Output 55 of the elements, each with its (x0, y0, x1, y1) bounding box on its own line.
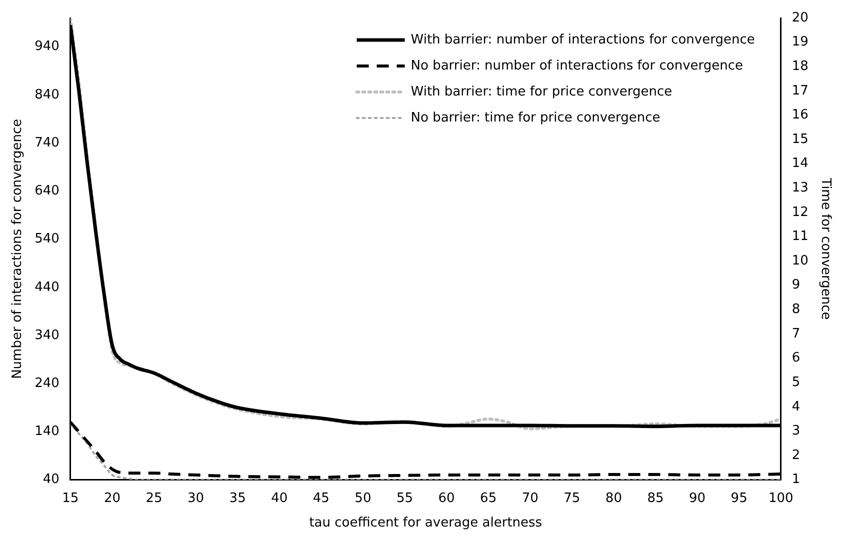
legend-label: No barrier: time for price convergence (410, 110, 660, 126)
legend-label: No barrier: number of interactions for convergence (410, 58, 744, 74)
y-tick-label: 440 (34, 280, 60, 295)
y-axis-title: Number of interactions for convergence (10, 118, 26, 379)
x-tick-label: 80 (605, 490, 622, 506)
x-tick-label: 70 (522, 490, 538, 506)
x-tick-label: 75 (564, 490, 580, 506)
y2-axis-title: Time for convergence (818, 177, 833, 320)
x-tick-label: 95 (730, 490, 748, 506)
y2-tick-label: 10 (792, 253, 808, 268)
y-tick-label: 340 (34, 328, 60, 343)
y2-tick-label: 18 (792, 58, 808, 74)
x-tick-label: 20 (104, 490, 120, 506)
x-tick-label: 100 (768, 490, 794, 506)
legend-label: With barrier: time for price convergence (410, 84, 672, 100)
x-tick-label: 15 (62, 490, 79, 506)
y-tick-label: 240 (34, 376, 60, 391)
y2-tick-label: 6 (792, 350, 800, 366)
y2-tick-label: 19 (792, 34, 808, 50)
x-tick-label: 35 (229, 490, 246, 506)
y2-tick-label: 14 (792, 156, 808, 172)
x-tick-label: 25 (146, 490, 162, 506)
x-axis-title: tau coefficent for average alertness (309, 516, 542, 531)
y2-tick-label: 15 (792, 132, 808, 147)
legend-label: With barrier: number of interactions for convergence (410, 32, 755, 48)
x-tick-label: 55 (396, 490, 414, 506)
y-tick-label: 740 (34, 135, 60, 150)
y2-tick-label: 3 (792, 424, 800, 439)
y-tick-label: 840 (34, 87, 60, 102)
y-tick-label: 640 (34, 184, 60, 199)
y2-tick-label: 13 (792, 180, 808, 196)
y2-tick-label: 20 (792, 10, 808, 26)
y2-tick-label: 1 (792, 472, 800, 488)
y-tick-label: 940 (34, 39, 60, 54)
y2-tick-label: 12 (792, 204, 808, 220)
y2-tick-label: 7 (792, 326, 800, 342)
x-tick-label: 85 (647, 490, 664, 506)
y2-tick-label: 5 (792, 374, 800, 390)
y-tick-label: 40 (42, 472, 60, 488)
x-tick-label: 30 (188, 490, 204, 506)
y2-tick-label: 2 (792, 448, 800, 463)
y-tick-label: 540 (34, 232, 60, 247)
y-tick-label: 140 (34, 424, 60, 440)
y2-tick-label: 16 (792, 108, 808, 123)
x-tick-label: 45 (312, 490, 330, 506)
y2-tick-label: 17 (792, 83, 808, 98)
x-tick-label: 50 (354, 490, 372, 506)
x-tick-label: 90 (689, 490, 706, 506)
y2-tick-label: 11 (792, 229, 808, 244)
y2-tick-label: 9 (792, 278, 800, 293)
x-tick-label: 40 (271, 490, 288, 506)
y2-tick-label: 4 (792, 399, 800, 414)
x-tick-label: 65 (480, 490, 497, 506)
y2-tick-label: 8 (792, 302, 800, 318)
x-tick-label: 60 (438, 490, 455, 506)
